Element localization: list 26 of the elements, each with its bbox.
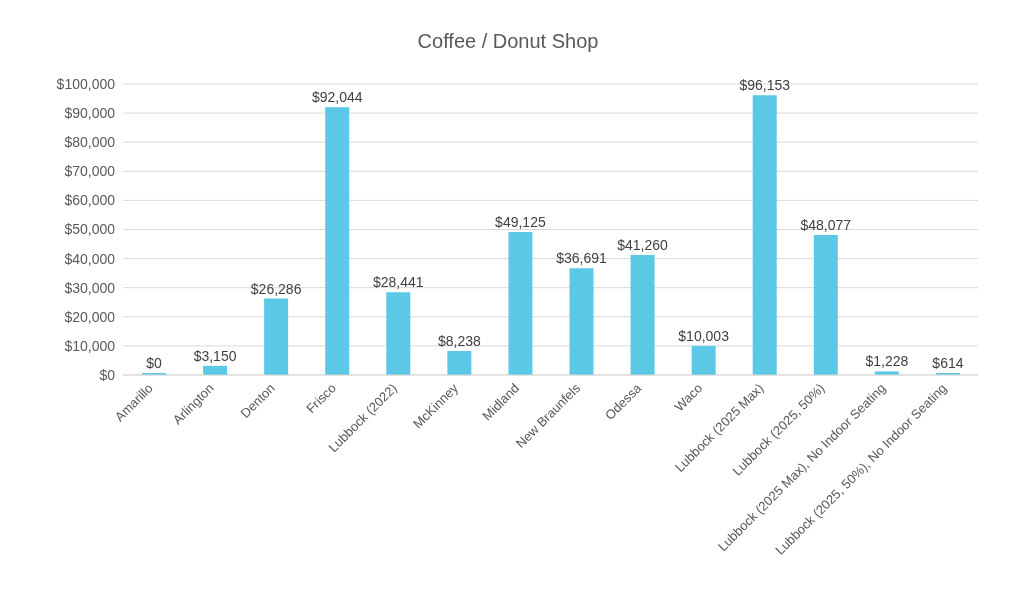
data-label: $28,441 <box>372 274 424 291</box>
y-tick-label: $50,000 <box>64 221 116 238</box>
data-label: $0 <box>146 355 162 371</box>
data-label: $1,228 <box>865 353 909 370</box>
data-label: $8,238 <box>437 333 481 350</box>
data-label: $10,003 <box>678 327 730 344</box>
data-label: $36,691 <box>556 250 608 267</box>
data-label: $49,125 <box>495 214 546 231</box>
y-tick-label: $0 <box>99 366 116 383</box>
y-tick-label: $30,000 <box>64 279 116 296</box>
y-tick-label: $70,000 <box>64 163 116 180</box>
chart-title: Coffee / Donut Shop <box>416 29 600 54</box>
y-tick-label: $20,000 <box>64 308 116 325</box>
y-tick-label: $10,000 <box>64 337 116 354</box>
data-label: $3,150 <box>193 347 237 364</box>
data-label: $614 <box>932 355 964 371</box>
y-tick-label: $80,000 <box>64 134 116 151</box>
data-label: $41,260 <box>617 236 669 253</box>
y-tick-label: $60,000 <box>64 192 116 209</box>
y-tick-label: $100,000 <box>56 75 116 92</box>
y-tick-label: $90,000 <box>64 105 116 122</box>
data-label: $92,044 <box>311 89 363 106</box>
y-tick-label: $40,000 <box>64 250 116 267</box>
data-label: $26,286 <box>250 280 302 297</box>
data-label: $48,077 <box>800 217 852 234</box>
data-label: $96,153 <box>739 77 791 94</box>
